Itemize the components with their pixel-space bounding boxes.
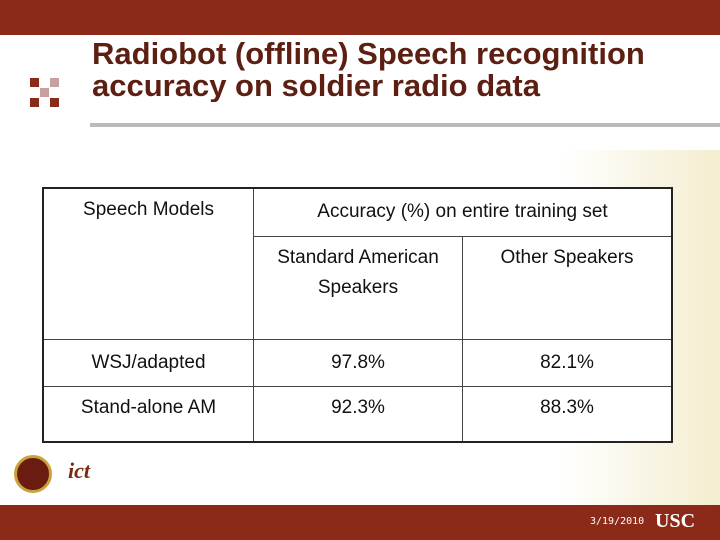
results-table: Speech Models Accuracy (%) on entire tra… [42,187,673,443]
slide-title: Radiobot (offline) Speech recognition ac… [92,38,720,102]
subheader-cell: Standard American Speakers [253,235,463,340]
cell: 82.1% [462,338,673,387]
deco-square [50,78,59,87]
ict-logo: ict [68,458,90,483]
row-label: WSJ/adapted [42,338,254,387]
seal-logo [14,455,52,493]
cell: 97.8% [253,338,463,387]
date: 3/19/2010 [590,516,645,527]
cell: 92.3% [253,385,463,443]
subheader-cell: Other Speakers [462,235,673,340]
title-line: accuracy on soldier radio data [92,68,540,102]
title-rule [90,123,720,127]
deco-square [40,88,49,97]
bottom-bar [0,505,720,540]
usc-logo: USC [655,510,696,532]
deco-square [30,78,39,87]
title-line: Radiobot (offline) Speech recognition [92,38,645,71]
cell: 88.3% [462,385,673,443]
row-label: Stand-alone AM [42,385,254,443]
header-cell: Speech Models [42,187,254,340]
deco-square [50,98,59,107]
top-bar [0,0,720,35]
deco-square [30,98,39,107]
header-cell: Accuracy (%) on entire training set [253,187,673,237]
